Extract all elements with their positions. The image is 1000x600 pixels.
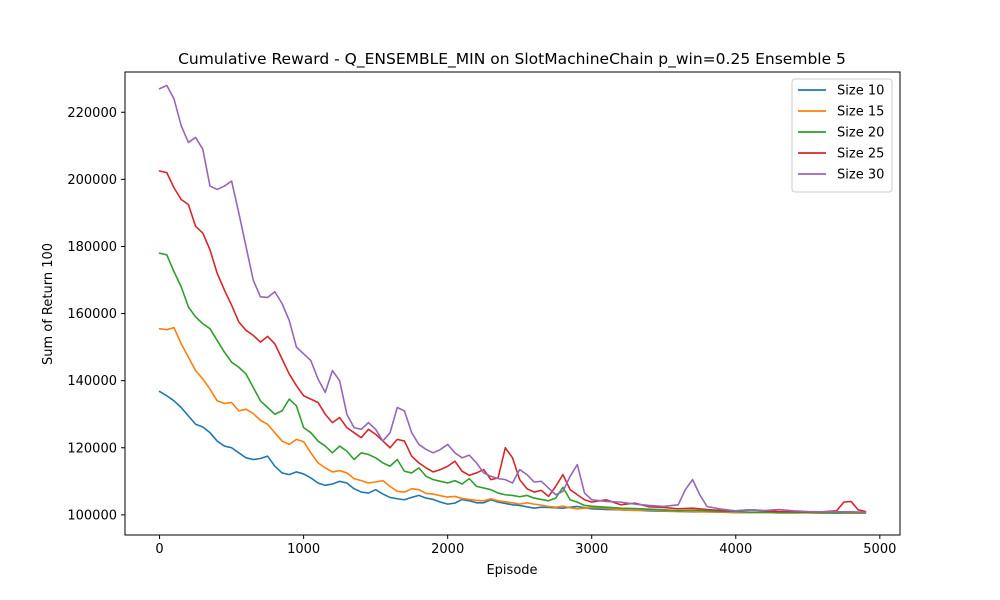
- y-tick-label: 100000: [67, 508, 117, 523]
- legend: Size 10 Size 15 Size 20 Size 25 Size 30: [791, 78, 893, 193]
- legend-entry-label: Size 20: [837, 126, 884, 141]
- chart-title: Cumulative Reward - Q_ENSEMBLE_MIN on Sl…: [178, 50, 846, 69]
- plot-area: [124, 71, 901, 536]
- x-tick-label: 2000: [431, 542, 464, 557]
- plot-frame: [124, 71, 901, 536]
- x-tick-label: 4000: [719, 542, 752, 557]
- x-tick-label: 5000: [863, 542, 896, 557]
- y-axis: 100000 120000 140000 160000 180000 200000 2200…: [67, 106, 125, 523]
- legend-entry-label: Size 15: [837, 105, 884, 120]
- x-tick-label: 0: [155, 542, 163, 557]
- legend-entry-label: Size 10: [837, 84, 884, 99]
- y-axis-label: Sum of Return 100: [41, 243, 56, 365]
- y-tick-label: 180000: [67, 240, 117, 255]
- legend-box: [791, 78, 893, 193]
- y-tick-label: 160000: [67, 307, 117, 322]
- y-tick-label: 120000: [67, 441, 117, 456]
- x-axis: 0 1000 2000 3000 4000 5000: [155, 535, 896, 557]
- series-line-size-25: [158, 170, 867, 513]
- y-tick-label: 200000: [67, 173, 117, 188]
- x-axis-label: Episode: [486, 563, 537, 578]
- series-line-size-20: [158, 252, 867, 514]
- y-tick-label: 220000: [67, 106, 117, 121]
- series-lines: [158, 84, 867, 514]
- legend-entry-label: Size 30: [837, 168, 884, 183]
- x-tick-label: 1000: [287, 542, 320, 557]
- series-line-size-30: [158, 84, 867, 513]
- legend-entry-label: Size 25: [837, 147, 884, 162]
- y-tick-label: 140000: [67, 374, 117, 389]
- x-tick-label: 3000: [575, 542, 608, 557]
